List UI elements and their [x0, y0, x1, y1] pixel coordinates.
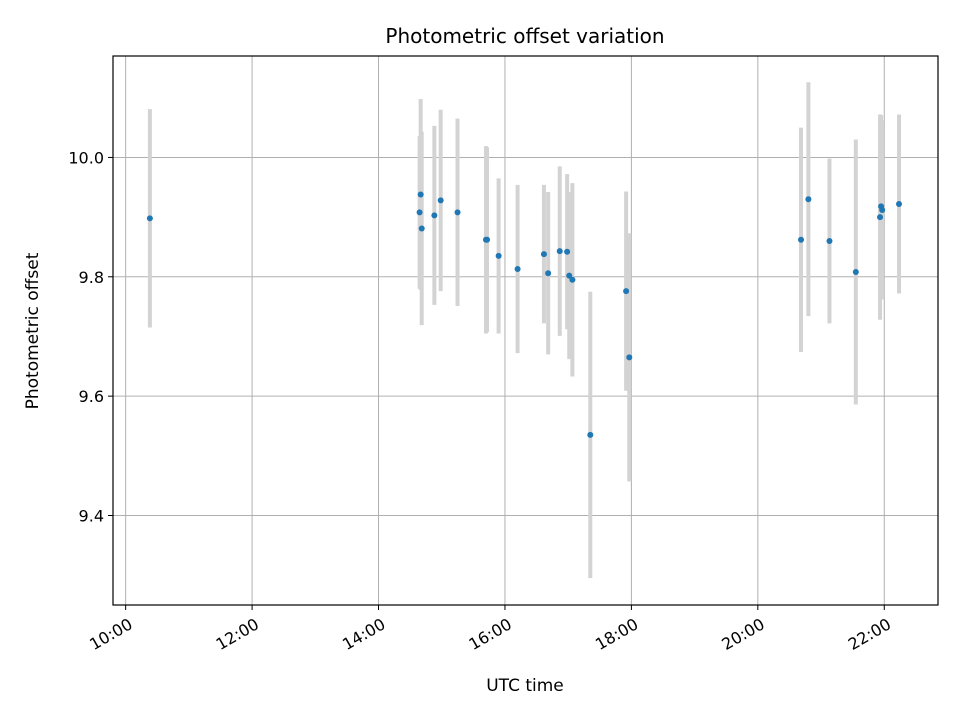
data-point — [495, 252, 502, 259]
data-point — [564, 248, 571, 255]
data-point — [417, 191, 424, 198]
data-point — [623, 288, 630, 295]
data-point — [146, 215, 153, 222]
data-point — [540, 251, 547, 258]
plot-frame — [112, 55, 939, 606]
data-point — [437, 197, 444, 204]
y-axis-ticks: 9.4 9.6 9.8 10.0 — [68, 148, 113, 525]
y-tick-label: 9.4 — [79, 506, 104, 525]
data-point — [569, 276, 576, 283]
y-tick-label: 9.8 — [79, 268, 104, 287]
data-point — [454, 209, 461, 216]
data-point — [587, 431, 594, 438]
data-point — [826, 237, 833, 244]
data-point — [879, 206, 886, 213]
chart-title: Photometric offset variation — [385, 24, 664, 48]
data-point — [431, 212, 438, 219]
data-point — [484, 236, 491, 243]
data-point — [852, 269, 859, 276]
data-point — [626, 354, 633, 361]
data-point — [416, 209, 423, 216]
data-point — [896, 200, 903, 207]
data-point — [514, 266, 521, 273]
y-tick-label: 9.6 — [79, 387, 104, 406]
data-point — [545, 270, 552, 277]
data-point — [798, 236, 805, 243]
data-point — [877, 214, 884, 221]
data-points — [146, 191, 903, 438]
y-axis-label: Photometric offset — [23, 252, 43, 409]
x-axis-label: UTC time — [486, 676, 564, 696]
data-point — [566, 272, 573, 279]
data-point — [805, 196, 812, 203]
y-tick-label: 10.0 — [68, 148, 104, 167]
data-point — [556, 248, 563, 255]
data-point — [418, 225, 425, 232]
